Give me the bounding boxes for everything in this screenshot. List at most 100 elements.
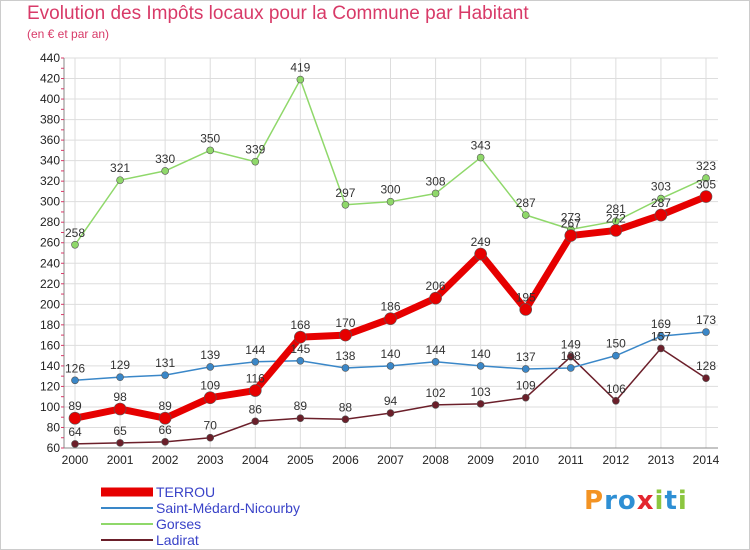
data-label-gorses: 287 bbox=[516, 196, 536, 210]
data-label-terrou: 109 bbox=[200, 379, 220, 393]
data-label-gorses: 339 bbox=[245, 143, 265, 157]
series-point-ladirat bbox=[431, 401, 440, 409]
series-point-saint-m-dard-nicourby bbox=[161, 371, 169, 379]
data-label-terrou: 195 bbox=[516, 290, 536, 304]
y-tick-label: 220 bbox=[40, 277, 60, 291]
y-tick-label: 280 bbox=[40, 215, 60, 229]
data-label-saint-m-dard-nicourby: 138 bbox=[561, 349, 581, 363]
series-point-ladirat bbox=[521, 393, 530, 402]
y-tick-label: 300 bbox=[40, 195, 60, 209]
data-label-gorses: 258 bbox=[65, 226, 85, 240]
data-label-terrou: 186 bbox=[380, 300, 400, 314]
series-point-terrou bbox=[339, 328, 352, 342]
data-label-terrou: 272 bbox=[606, 211, 626, 225]
series-point-ladirat bbox=[386, 409, 395, 417]
data-label-ladirat: 102 bbox=[426, 386, 446, 400]
series-point-saint-m-dard-nicourby bbox=[431, 357, 440, 366]
data-label-saint-m-dard-nicourby: 150 bbox=[606, 337, 626, 351]
data-label-gorses: 281 bbox=[606, 202, 626, 216]
data-label-saint-m-dard-nicourby: 144 bbox=[245, 343, 265, 357]
x-tick-label: 2006 bbox=[332, 453, 359, 467]
series-point-ladirat bbox=[612, 396, 620, 405]
series-point-ladirat bbox=[206, 433, 215, 442]
x-tick-label: 2008 bbox=[422, 453, 449, 467]
series-point-ladirat bbox=[296, 414, 305, 423]
x-tick-label: 2012 bbox=[603, 453, 630, 467]
data-label-terrou: 170 bbox=[335, 316, 355, 330]
series-point-terrou bbox=[429, 291, 442, 305]
y-tick-label: 260 bbox=[40, 236, 60, 250]
y-tick-label: 420 bbox=[40, 72, 60, 86]
data-label-saint-m-dard-nicourby: 126 bbox=[65, 361, 85, 375]
series-point-saint-m-dard-nicourby bbox=[206, 363, 215, 371]
series-point-ladirat bbox=[251, 417, 260, 426]
data-label-ladirat: 89 bbox=[294, 399, 308, 413]
data-label-gorses: 321 bbox=[110, 161, 130, 175]
data-label-saint-m-dard-nicourby: 140 bbox=[471, 347, 491, 361]
x-tick-label: 2009 bbox=[467, 453, 494, 467]
series-point-ladirat bbox=[476, 400, 485, 408]
series-point-gorses bbox=[71, 240, 79, 249]
series-point-gorses bbox=[116, 176, 124, 184]
series-point-ladirat bbox=[702, 374, 710, 383]
series-point-ladirat bbox=[71, 440, 79, 448]
data-label-gorses: 350 bbox=[200, 131, 220, 145]
data-label-gorses: 323 bbox=[696, 159, 716, 173]
y-tick-label: 200 bbox=[40, 297, 60, 311]
series-point-ladirat bbox=[161, 438, 169, 446]
data-label-gorses: 273 bbox=[561, 210, 581, 224]
data-label-terrou: 116 bbox=[246, 372, 265, 386]
data-label-ladirat: 128 bbox=[696, 359, 716, 373]
series-point-saint-m-dard-nicourby bbox=[386, 362, 395, 370]
data-label-ladirat: 70 bbox=[204, 419, 218, 433]
y-tick-label: 120 bbox=[40, 379, 60, 393]
data-label-gorses: 300 bbox=[380, 183, 400, 197]
logo-letter: i bbox=[654, 486, 665, 516]
chart-subtitle: (en € et par an) bbox=[27, 27, 110, 41]
x-tick-label: 2002 bbox=[152, 453, 179, 467]
data-label-ladirat: 109 bbox=[516, 379, 536, 393]
legend-label-terrou: TERROU bbox=[156, 484, 215, 500]
logo-letter: P bbox=[584, 486, 605, 516]
series-point-saint-m-dard-nicourby bbox=[566, 364, 575, 372]
x-tick-label: 2000 bbox=[62, 453, 89, 467]
data-label-terrou: 249 bbox=[471, 235, 491, 249]
series-point-gorses bbox=[386, 197, 395, 206]
y-tick-label: 100 bbox=[40, 400, 60, 414]
data-label-saint-m-dard-nicourby: 139 bbox=[200, 348, 220, 362]
data-label-ladirat: 106 bbox=[606, 382, 626, 396]
y-tick-label: 320 bbox=[40, 174, 60, 188]
series-point-terrou bbox=[654, 208, 668, 222]
data-label-saint-m-dard-nicourby: 144 bbox=[426, 343, 446, 357]
data-label-terrou: 206 bbox=[426, 279, 446, 293]
data-label-ladirat: 94 bbox=[384, 394, 398, 408]
y-tick-label: 340 bbox=[40, 154, 60, 168]
logo-letter: i bbox=[677, 486, 688, 516]
legend-label-saint-m-dard-nicourby: Saint-Médard-Nicourby bbox=[156, 500, 300, 516]
proxiti-logo: Proxiti bbox=[584, 486, 688, 516]
series-point-saint-m-dard-nicourby bbox=[251, 357, 260, 366]
y-tick-label: 380 bbox=[40, 113, 60, 127]
series-point-terrou bbox=[474, 247, 487, 261]
data-label-saint-m-dard-nicourby: 131 bbox=[155, 356, 175, 370]
data-label-terrou: 89 bbox=[68, 399, 82, 413]
data-label-ladirat: 103 bbox=[471, 385, 491, 399]
series-point-gorses bbox=[161, 167, 169, 175]
chart-title: Evolution des Impôts locaux pour la Comm… bbox=[27, 3, 529, 24]
logo-letter: t bbox=[664, 486, 678, 516]
series-point-saint-m-dard-nicourby bbox=[702, 328, 710, 336]
data-label-gorses: 343 bbox=[471, 139, 491, 153]
series-point-saint-m-dard-nicourby bbox=[612, 351, 620, 360]
series-point-terrou bbox=[248, 384, 262, 397]
series-point-ladirat bbox=[657, 344, 665, 353]
data-label-gorses: 303 bbox=[651, 180, 671, 194]
series-point-saint-m-dard-nicourby bbox=[521, 365, 530, 373]
series-point-saint-m-dard-nicourby bbox=[657, 332, 665, 340]
data-label-ladirat: 149 bbox=[561, 338, 581, 352]
series-point-gorses bbox=[657, 194, 665, 203]
data-label-gorses: 330 bbox=[155, 152, 175, 166]
data-label-terrou: 287 bbox=[651, 196, 671, 210]
data-label-terrou: 305 bbox=[696, 178, 716, 192]
series-point-gorses bbox=[296, 75, 305, 84]
